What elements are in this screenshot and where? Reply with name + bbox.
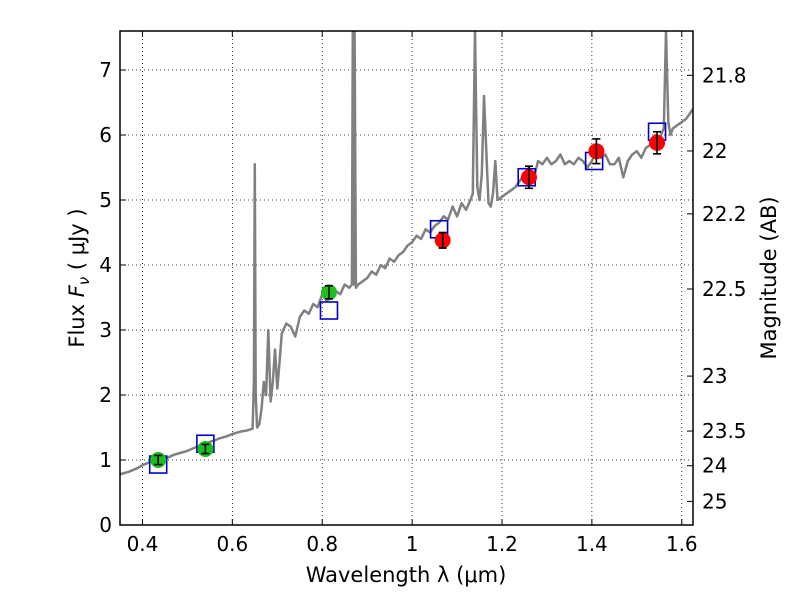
y-tick-label: 1 [99, 448, 112, 472]
y-axis-label-symbol: F [65, 284, 89, 297]
right-tick-label: 22.2 [702, 202, 747, 226]
y-axis-label-subscript: ν [75, 277, 93, 285]
y-tick-label: 4 [99, 253, 112, 277]
y-axis-label: Flux Fν ( μJy ) [65, 208, 93, 347]
right-tick-label: 23 [702, 364, 727, 388]
y-tick-label: 3 [99, 318, 112, 342]
x-tick-label: 0.8 [306, 532, 338, 556]
model-photometry-square [319, 301, 339, 320]
x-tick-label: 1.2 [486, 532, 518, 556]
right-tick-label: 25 [702, 489, 727, 513]
x-axis-label: Wavelength λ (μm) [306, 563, 507, 587]
y-tick-label: 6 [99, 123, 112, 147]
right-tick-label: 24 [702, 454, 727, 478]
plot-frame [119, 30, 694, 526]
right-tick-label: 21.8 [702, 63, 747, 87]
x-tick-label: 1 [406, 532, 419, 556]
x-tick-label: 1.4 [576, 532, 608, 556]
right-tick-label: 22.5 [702, 277, 747, 301]
x-tick-label: 1.6 [666, 532, 698, 556]
right-axis-label: Magnitude (AB) [757, 196, 781, 359]
x-tick-label: 0.6 [216, 532, 248, 556]
right-tick-label: 23.5 [702, 419, 747, 443]
y-tick-label: 7 [99, 58, 112, 82]
marker-layer [148, 122, 667, 474]
right-tick-label: 22 [702, 139, 727, 163]
y-axis-label-prefix: Flux [65, 297, 89, 347]
y-tick-label: 5 [99, 188, 112, 212]
spectrum-layer [120, 31, 693, 476]
y-tick-label: 2 [99, 383, 112, 407]
y-axis-label-suffix: ( μJy ) [65, 208, 89, 276]
y-tick-label: 0 [99, 513, 112, 537]
model-spectrum-line [120, 31, 693, 476]
x-tick-label: 0.4 [127, 532, 159, 556]
